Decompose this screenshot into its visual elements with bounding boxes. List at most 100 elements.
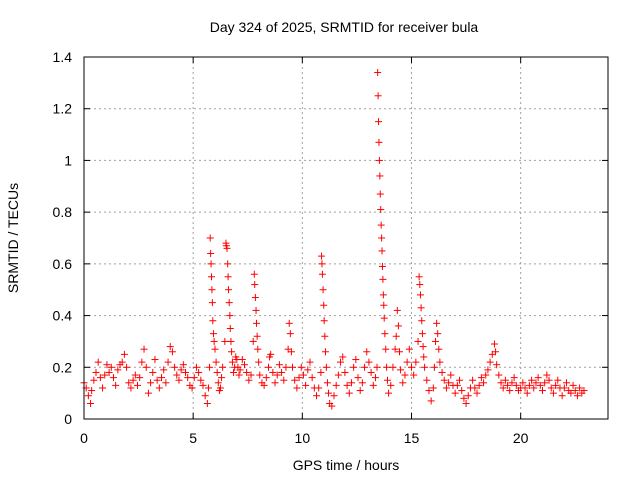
data-point <box>571 387 579 395</box>
data-point <box>125 379 133 387</box>
data-point <box>166 343 174 351</box>
data-point <box>195 368 203 376</box>
data-point <box>395 348 403 356</box>
data-point <box>114 366 122 374</box>
data-point <box>339 353 347 361</box>
data-point <box>435 345 443 353</box>
data-point <box>418 317 426 325</box>
x-tick-label: 5 <box>189 430 197 446</box>
data-point <box>380 301 388 309</box>
data-point <box>434 330 442 338</box>
data-point <box>432 337 440 345</box>
chart-title: Day 324 of 2025, SRMTID for receiver bul… <box>210 19 479 35</box>
data-point <box>221 337 229 345</box>
data-point <box>96 374 104 382</box>
data-point <box>168 348 176 356</box>
data-point <box>377 221 385 229</box>
data-point <box>375 156 383 164</box>
data-point <box>480 379 488 387</box>
data-point <box>414 337 422 345</box>
data-point <box>374 92 382 100</box>
data-point <box>560 384 568 392</box>
data-point <box>317 368 325 376</box>
data-point <box>416 291 424 299</box>
data-point <box>416 281 424 289</box>
data-point <box>418 330 426 338</box>
data-point <box>445 379 453 387</box>
data-point <box>356 387 364 395</box>
data-point <box>374 69 382 77</box>
data-point <box>460 394 468 402</box>
data-point <box>289 363 297 371</box>
data-point <box>369 381 377 389</box>
data-point <box>306 358 314 366</box>
data-point <box>209 330 217 338</box>
data-point <box>212 358 220 366</box>
data-point <box>532 379 540 387</box>
data-point <box>350 363 358 371</box>
data-point <box>321 348 329 356</box>
data-point <box>429 384 437 392</box>
data-point <box>243 368 251 376</box>
data-point <box>433 319 441 327</box>
data-point <box>120 350 128 358</box>
data-point <box>451 389 459 397</box>
data-point <box>158 374 166 382</box>
data-point <box>497 379 505 387</box>
data-point <box>378 262 386 270</box>
data-point <box>105 368 113 376</box>
x-tick-label: 15 <box>404 430 420 446</box>
data-point <box>380 314 388 322</box>
data-point <box>383 376 391 384</box>
data-point <box>208 299 216 307</box>
data-point <box>486 358 494 366</box>
data-point <box>210 337 218 345</box>
data-point <box>379 275 387 283</box>
data-point <box>477 374 485 382</box>
data-point <box>547 384 555 392</box>
data-point <box>291 376 299 384</box>
data-point <box>267 350 275 358</box>
data-point <box>436 358 444 366</box>
data-point <box>410 371 418 379</box>
data-point <box>271 379 279 387</box>
data-point <box>343 381 351 389</box>
data-point <box>567 389 575 397</box>
data-point <box>549 389 557 397</box>
data-point <box>269 368 277 376</box>
data-point <box>506 387 514 395</box>
data-point <box>213 368 221 376</box>
data-point <box>554 376 562 384</box>
data-point <box>319 286 327 294</box>
data-point <box>495 371 503 379</box>
x-tick-label: 20 <box>513 430 529 446</box>
data-point <box>285 319 293 327</box>
data-point <box>401 371 409 379</box>
data-point <box>397 366 405 374</box>
data-point <box>378 247 386 255</box>
data-point <box>107 363 115 371</box>
data-point <box>576 384 584 392</box>
data-point <box>569 381 577 389</box>
data-point <box>543 371 551 379</box>
data-point <box>334 371 342 379</box>
data-point <box>87 399 95 407</box>
data-point <box>136 374 144 382</box>
data-point <box>493 361 501 369</box>
data-point <box>325 389 333 397</box>
y-axis-label: SRMTID / TECUs <box>5 183 21 293</box>
data-point <box>367 368 375 376</box>
data-point <box>162 379 170 387</box>
data-point <box>508 379 516 387</box>
data-point <box>225 286 233 294</box>
data-point <box>501 376 509 384</box>
data-point <box>249 337 257 345</box>
data-point <box>280 376 288 384</box>
data-point <box>101 371 109 379</box>
data-point <box>151 356 159 364</box>
data-point <box>458 387 466 395</box>
data-point <box>393 306 401 314</box>
data-point <box>377 206 385 214</box>
data-point <box>190 374 198 382</box>
